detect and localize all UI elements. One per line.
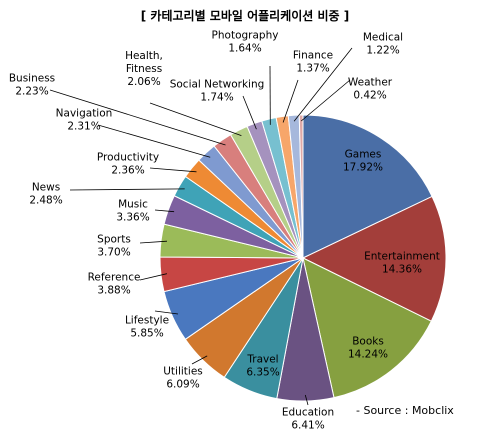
pie-slice-books <box>302 257 432 399</box>
slice-label-education: Education 6.41% <box>282 407 334 432</box>
slice-label-finance: Finance 1.37% <box>293 50 333 75</box>
leader-line-utilities <box>191 355 208 365</box>
slice-label-news: News 2.48% <box>29 182 62 207</box>
slice-label-navigation: Navigation 2.31% <box>56 108 113 133</box>
leader-line-sports <box>139 240 168 244</box>
pie-slice-games <box>302 114 433 259</box>
leader-line-lifestyle <box>154 310 179 315</box>
slice-label-productivity: Productivity 2.36% <box>97 152 159 177</box>
slice-label-entertainment: Entertainment 14.36% <box>364 251 440 276</box>
slice-label-weather: Weather 0.42% <box>348 77 393 102</box>
slice-label-photography: Photography 1.64% <box>212 30 279 55</box>
chart-title: [ 카테고리별 모바일 어플리케이션 비중 ] <box>141 8 350 23</box>
slice-labels: Games 17.92% Entertainment 14.36% Books 14.24… <box>9 30 440 432</box>
slice-label-reference: Reference 3.88% <box>88 272 141 297</box>
slice-label-books: Books 14.24% <box>348 336 388 361</box>
slice-label-travel: Travel 6.35% <box>246 354 279 379</box>
slice-label-utilities: Utilities 6.09% <box>163 366 203 391</box>
pie-slices <box>159 114 447 402</box>
leader-line-productivity <box>149 167 197 173</box>
leader-line-medical <box>293 47 353 122</box>
leader-line-weather <box>300 79 351 122</box>
slice-label-health-fitness: Health, Fitness 2.06% <box>125 50 163 88</box>
source-note: - Source : Mobclix <box>356 404 454 417</box>
leader-line-business <box>49 89 226 146</box>
leader-line-news <box>69 188 185 191</box>
slice-label-business: Business 2.23% <box>9 73 55 98</box>
slice-label-music: Music 3.36% <box>116 199 149 224</box>
leader-line-social-networking <box>242 95 257 130</box>
slice-label-medical: Medical 1.22% <box>363 32 403 57</box>
slice-label-sports: Sports 3.70% <box>97 234 131 259</box>
leader-line-reference <box>139 273 167 281</box>
leader-line-navigation <box>97 124 211 158</box>
leader-line-finance <box>282 79 299 123</box>
slice-label-games: Games 17.92% <box>343 149 383 174</box>
slice-label-social-networking: Social Networking 1.74% <box>170 79 265 104</box>
pie-slice-entertainment <box>301 195 447 322</box>
leader-line-education <box>304 394 309 406</box>
leader-lines <box>49 47 353 406</box>
leader-line-music <box>154 209 175 213</box>
leader-line-health-fitness <box>149 102 242 136</box>
slice-label-lifestyle: Lifestyle 5.85% <box>125 315 169 340</box>
